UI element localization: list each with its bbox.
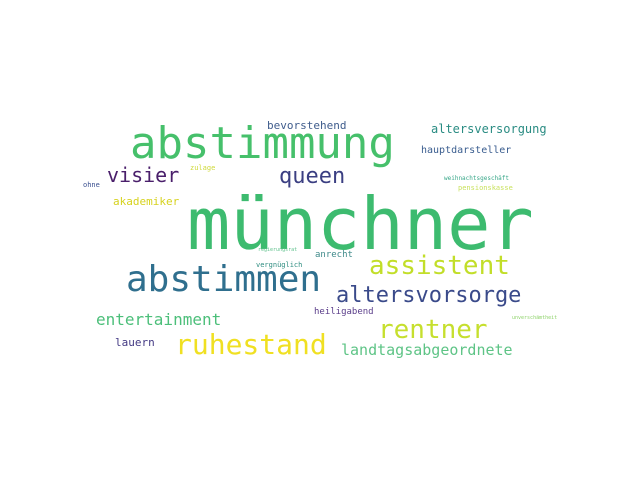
word-ruhestand: ruhestand <box>175 328 327 361</box>
word-unverschamtheit: unverschämtheit <box>512 315 558 321</box>
word-zulage: zulage <box>190 164 216 172</box>
word-rentner: rentner <box>378 315 488 345</box>
word-entertainment: entertainment <box>96 310 222 329</box>
word-ohne: ohne <box>83 181 100 189</box>
word-lauern: lauern <box>115 336 155 349</box>
word-hauptdarsteller: hauptdarsteller <box>421 145 512 156</box>
word-vergnuglich: vergnüglich <box>256 261 303 269</box>
word-queen: queen <box>279 164 346 189</box>
word-anrecht: anrecht <box>315 250 353 260</box>
word-altersvorsorge: altersvorsorge <box>336 283 522 308</box>
word-heiligabend: heiligabend <box>314 307 374 317</box>
word-pensionskasse: pensionskasse <box>458 184 513 192</box>
word-altersversorgung: altersversorgung <box>431 122 547 136</box>
word-abstimmen: abstimmen <box>126 259 322 300</box>
word-bevorstehend: bevorstehend <box>267 119 347 132</box>
word-abstimmung: abstimmung <box>130 118 395 169</box>
word-assistent: assistent <box>369 251 510 281</box>
word-landtagsabgeordnete: landtagsabgeordnete <box>341 341 513 359</box>
word-visier: visier <box>107 163 180 187</box>
word-regierungsrat: regierungsrat <box>258 247 298 253</box>
word-weihnachtsgeschaft: weihnachtsgeschäft <box>444 175 510 182</box>
word-akademiker: akademiker <box>113 195 180 208</box>
word-munchner: münchner <box>187 182 534 266</box>
